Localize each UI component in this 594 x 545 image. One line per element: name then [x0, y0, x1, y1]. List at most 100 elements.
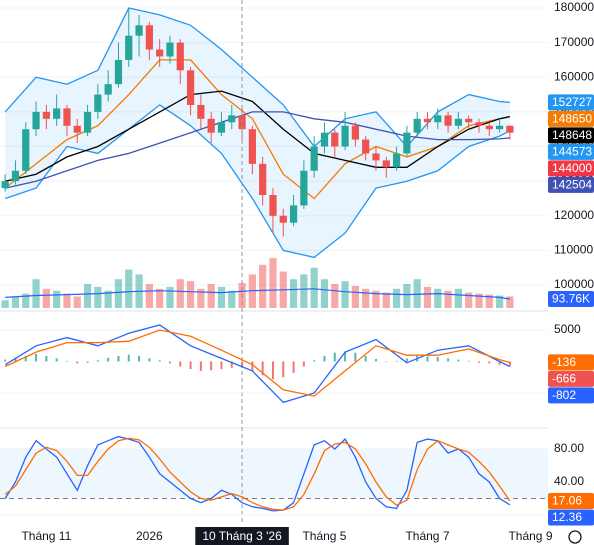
price-tag-label: -136 [552, 355, 576, 369]
candle-body [423, 118, 432, 123]
volume-bar [1, 300, 9, 308]
volume-bar [351, 285, 359, 308]
volume-bar [176, 279, 184, 308]
price-tag-label: 142504 [552, 178, 592, 192]
volume-bar [186, 281, 195, 308]
histogram-bar [477, 361, 480, 363]
candle-body [403, 132, 411, 154]
y-tick-label: 80.00 [554, 441, 584, 455]
histogram-bar [230, 361, 233, 368]
volume-bar [32, 279, 40, 308]
price-tag-label: -666 [552, 372, 576, 386]
histogram-bar [323, 355, 326, 362]
candle-body [176, 42, 184, 71]
histogram-bar [158, 360, 161, 362]
histogram-bar [35, 353, 38, 362]
price-tag-label: -802 [552, 388, 576, 402]
price-tag-label: 148648 [552, 128, 592, 142]
candle-body [217, 122, 226, 133]
volume-bar [465, 292, 473, 308]
candle-body [269, 195, 277, 216]
histogram-bar [344, 351, 347, 362]
histogram-bar [302, 361, 305, 367]
candle-body [331, 132, 339, 147]
x-tick-label: Tháng 9 [508, 529, 552, 543]
histogram-bar [333, 352, 336, 362]
volume-bar [372, 290, 380, 308]
candle-body [22, 129, 30, 171]
price-tag [548, 354, 594, 371]
y-tick-label: 170000 [554, 35, 594, 49]
candle-body [300, 170, 308, 206]
price-tag [548, 127, 594, 144]
candle-body [279, 215, 287, 223]
histogram-bar [271, 361, 274, 380]
candle-body [53, 108, 61, 119]
candle-body [341, 125, 349, 147]
line [4, 437, 511, 511]
histogram-bar [45, 355, 48, 362]
volume-bar [166, 286, 174, 308]
histogram-bar [199, 361, 202, 371]
candle-body [63, 108, 71, 126]
histogram-bar [313, 360, 316, 362]
histogram-bar [65, 360, 68, 362]
histogram-bar [385, 361, 388, 363]
volume-bar [125, 269, 133, 308]
candle-body [444, 115, 452, 126]
histogram-bar [14, 357, 17, 362]
line [4, 104, 511, 259]
candle-body [475, 122, 483, 126]
line [4, 7, 510, 148]
price-tag [548, 143, 594, 160]
volume-bar [207, 284, 215, 308]
candle-body [145, 25, 153, 50]
candle-body [289, 205, 298, 223]
histogram-bar [395, 360, 398, 362]
volume-bar [382, 292, 390, 308]
volume-bar [269, 258, 277, 308]
settings-icon[interactable] [568, 530, 582, 544]
candle-body [114, 59, 123, 85]
candle-body [94, 94, 102, 112]
line [5, 288, 510, 300]
volume-bar [289, 279, 298, 308]
price-tag [548, 370, 594, 387]
volume-bar [156, 288, 164, 308]
volume-bar [73, 296, 81, 308]
volume-bar [104, 290, 112, 308]
price-tag-label: 12.36 [552, 510, 582, 524]
candle-body [413, 118, 421, 133]
histogram-bar [117, 355, 120, 362]
candle-body [351, 125, 359, 140]
histogram-bar [508, 361, 511, 366]
candle-body [11, 170, 20, 182]
x-tick-label: 2026 [136, 529, 163, 543]
candle-body [506, 125, 514, 133]
candle-body [197, 104, 205, 119]
volume-bar [83, 284, 92, 308]
price-tag [548, 176, 594, 193]
histogram-bar [261, 361, 264, 376]
crosshair-label-box [195, 527, 289, 545]
histogram-bar [405, 358, 408, 362]
line [5, 90, 511, 182]
volume-bar [300, 274, 308, 308]
histogram-bar [241, 361, 244, 368]
line [4, 435, 511, 512]
histogram-bar [96, 360, 99, 362]
price-tag-label: 17.06 [552, 494, 582, 508]
candle-body [465, 118, 473, 123]
candle-body [207, 118, 215, 133]
line [4, 329, 511, 397]
volume-bar [495, 295, 504, 308]
volume-bar [22, 293, 30, 308]
volume-bar [320, 279, 329, 308]
volume-bar [362, 288, 370, 308]
candle-body [320, 132, 329, 147]
candle-body [156, 49, 164, 57]
volume-bar [238, 283, 246, 308]
band-fill [5, 7, 510, 258]
volume-bar [423, 286, 432, 308]
